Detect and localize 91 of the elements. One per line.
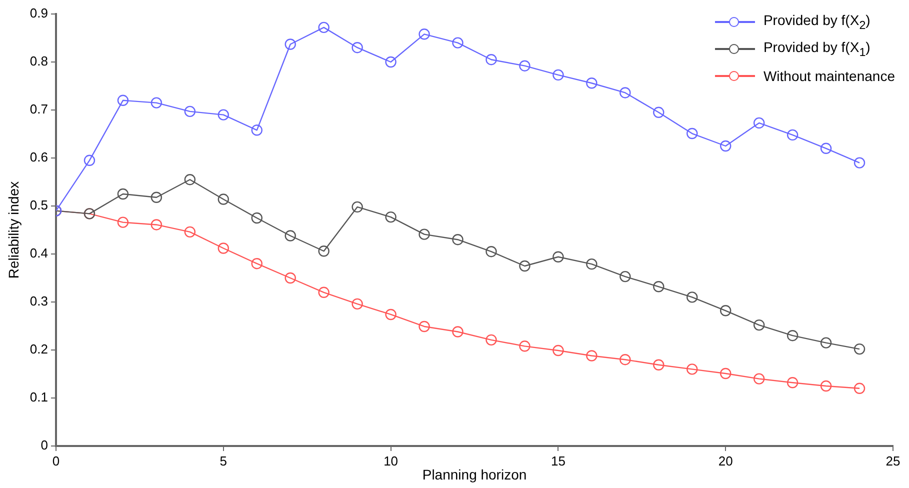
point bbox=[720, 368, 732, 380]
point bbox=[418, 228, 430, 240]
point bbox=[150, 219, 162, 230]
y-tick-label: 0.7 bbox=[30, 102, 48, 117]
legend-label: Without maintenance bbox=[763, 68, 895, 84]
point bbox=[318, 246, 330, 257]
y-tick-label: 0.1 bbox=[30, 390, 48, 405]
point bbox=[452, 234, 464, 246]
point bbox=[820, 337, 832, 348]
point bbox=[753, 117, 765, 129]
point bbox=[352, 42, 363, 54]
point bbox=[117, 188, 129, 200]
point bbox=[720, 140, 732, 152]
point bbox=[753, 319, 765, 331]
y-tick-label: 0.8 bbox=[30, 54, 48, 69]
point bbox=[318, 22, 330, 34]
point bbox=[184, 174, 196, 186]
point bbox=[486, 334, 497, 346]
point bbox=[385, 211, 396, 223]
point bbox=[686, 292, 698, 303]
point bbox=[552, 69, 564, 81]
point bbox=[586, 350, 598, 362]
y-tick-label: 0.6 bbox=[30, 150, 48, 165]
point bbox=[84, 154, 96, 166]
point bbox=[184, 226, 196, 238]
point bbox=[653, 359, 664, 370]
point bbox=[284, 38, 296, 50]
x-tick-label: 20 bbox=[718, 453, 733, 468]
x-tick-label: 25 bbox=[886, 453, 900, 468]
legend-label: Provided by f(X$_{2}$) bbox=[763, 12, 870, 32]
point bbox=[251, 212, 262, 224]
point bbox=[653, 281, 664, 292]
point bbox=[318, 286, 330, 298]
point bbox=[150, 192, 162, 203]
point bbox=[519, 260, 530, 272]
point bbox=[486, 246, 497, 258]
point bbox=[385, 308, 396, 320]
point bbox=[519, 340, 530, 352]
point bbox=[586, 258, 598, 270]
point bbox=[218, 109, 229, 120]
point bbox=[352, 298, 363, 310]
point bbox=[753, 373, 765, 384]
x-tick-label: 0 bbox=[52, 453, 60, 468]
y-tick-label: 0.9 bbox=[30, 6, 48, 21]
point bbox=[418, 28, 430, 40]
point bbox=[653, 106, 664, 118]
point bbox=[284, 230, 296, 242]
point bbox=[352, 201, 363, 213]
point bbox=[284, 272, 296, 284]
point bbox=[117, 94, 129, 106]
point bbox=[720, 305, 732, 316]
point bbox=[184, 106, 196, 118]
x-tick-label: 5 bbox=[220, 453, 228, 468]
point bbox=[218, 194, 229, 205]
point bbox=[686, 364, 698, 375]
point bbox=[418, 320, 430, 332]
point bbox=[686, 128, 698, 140]
point bbox=[820, 142, 832, 154]
point bbox=[251, 124, 262, 136]
y-tick-label: 0.4 bbox=[30, 246, 48, 261]
point bbox=[452, 326, 464, 338]
point bbox=[854, 157, 866, 168]
y-axis-title: Reliability index bbox=[5, 181, 22, 279]
point bbox=[786, 330, 798, 342]
x-axis-title: Planning horizon bbox=[422, 466, 527, 482]
y-tick-label: 0.3 bbox=[30, 294, 48, 309]
x-tick-label: 15 bbox=[550, 453, 566, 468]
point bbox=[117, 216, 129, 228]
point bbox=[519, 60, 530, 72]
y-tick-label: 0.5 bbox=[30, 198, 48, 213]
point bbox=[820, 380, 832, 392]
point bbox=[486, 54, 497, 66]
point bbox=[150, 97, 162, 108]
point bbox=[385, 56, 396, 68]
y-tick-label: 0 bbox=[40, 438, 48, 453]
x-tick-label: 10 bbox=[384, 453, 398, 468]
point bbox=[620, 354, 631, 366]
point bbox=[620, 270, 631, 282]
point bbox=[620, 87, 631, 98]
point bbox=[218, 242, 229, 254]
y-tick-label: 0.2 bbox=[30, 342, 48, 357]
point bbox=[854, 382, 866, 394]
point bbox=[854, 343, 866, 355]
point bbox=[552, 251, 564, 262]
point bbox=[786, 377, 798, 388]
point bbox=[251, 258, 262, 270]
point bbox=[552, 344, 564, 356]
point bbox=[586, 78, 598, 89]
point bbox=[786, 129, 798, 141]
point bbox=[452, 37, 464, 48]
legend-label: Provided by f(X$_{1}$) bbox=[763, 38, 870, 58]
